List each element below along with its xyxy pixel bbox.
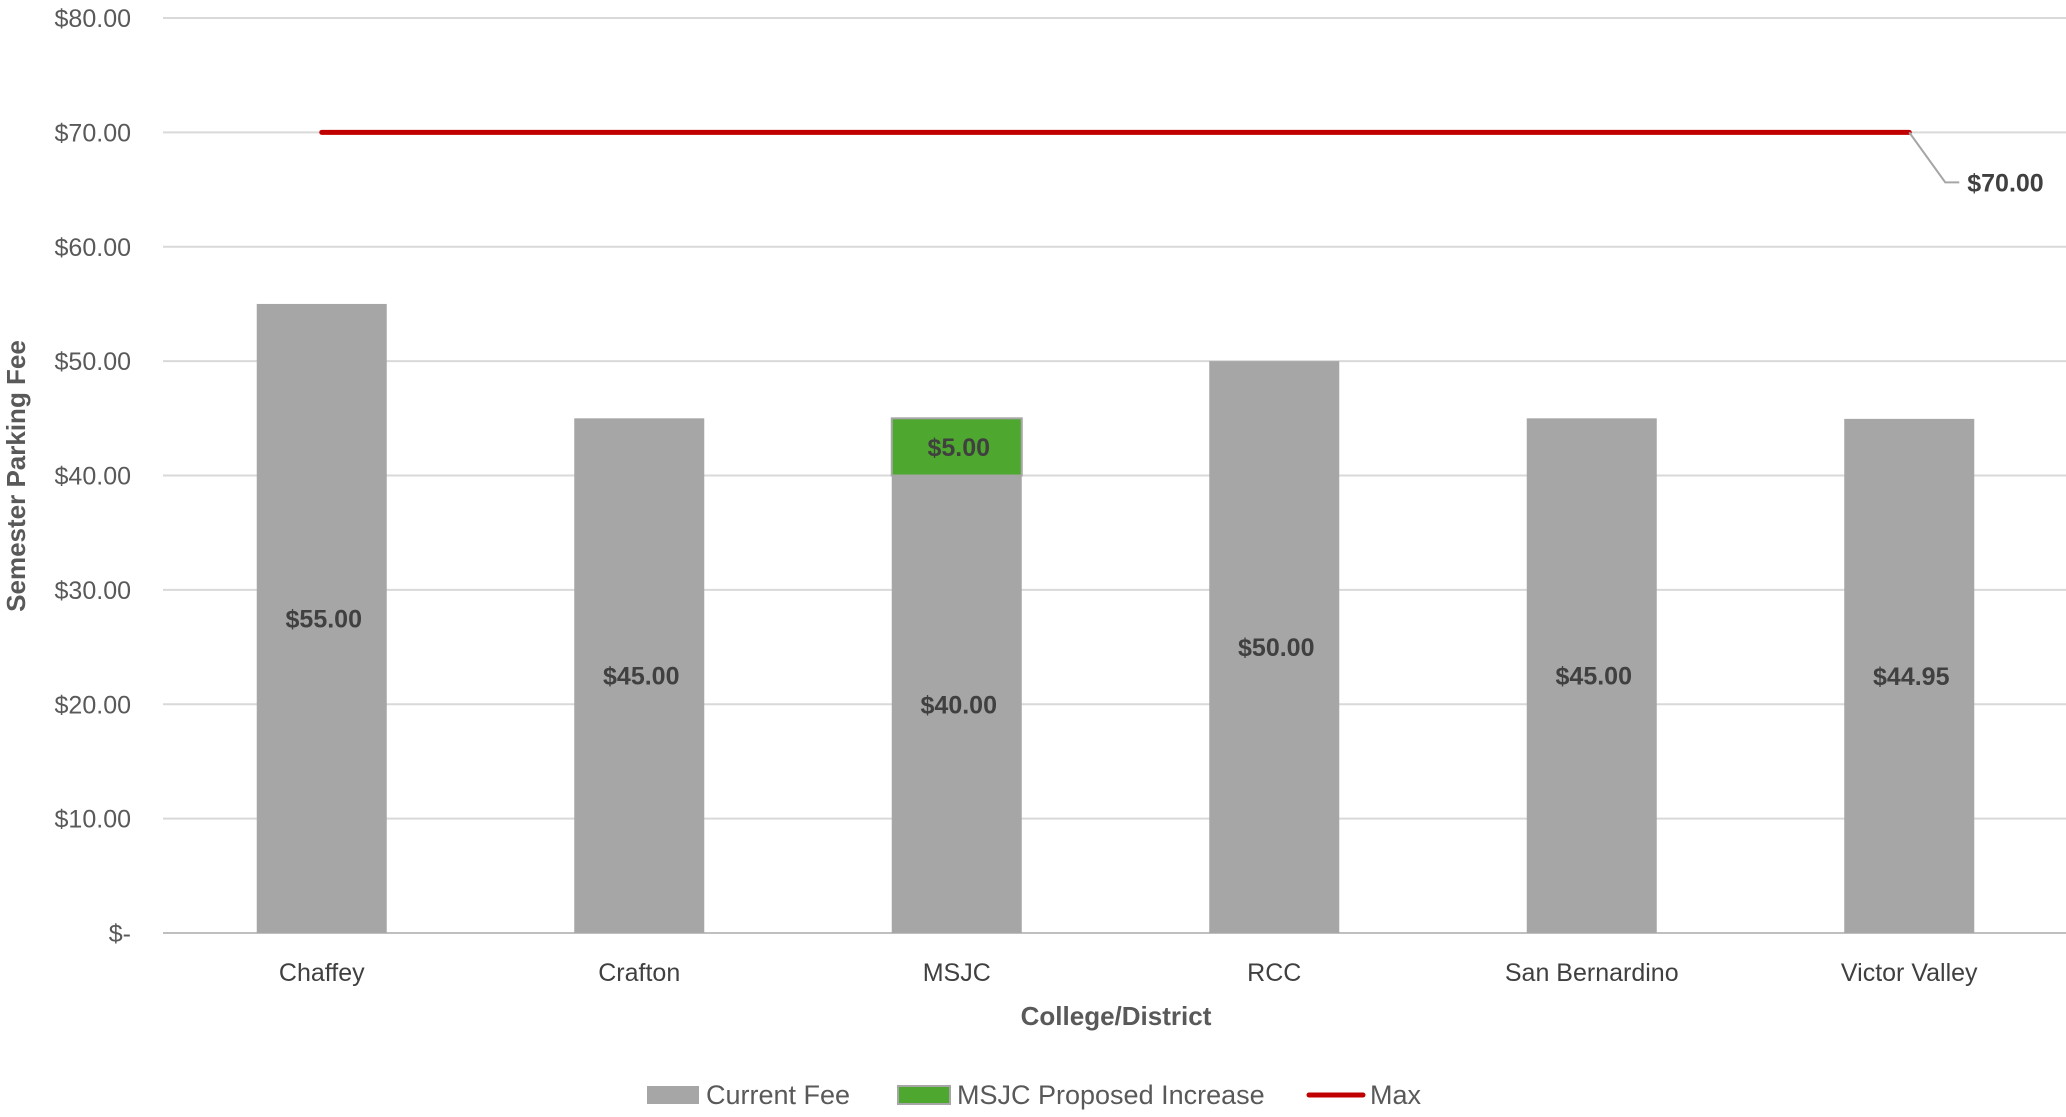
max-line-label: $70.00 <box>1967 169 2043 197</box>
x-category-label: San Bernardino <box>1505 959 1679 987</box>
data-label: $5.00 <box>927 434 990 462</box>
data-label: $55.00 <box>286 605 362 633</box>
y-tick-label: $30.00 <box>55 577 131 605</box>
x-axis-title: College/District <box>1021 1001 1212 1031</box>
max-line-group: $70.00 <box>319 129 2044 197</box>
x-category-label: Crafton <box>598 959 680 987</box>
y-tick-label: $80.00 <box>55 5 131 33</box>
gridlines <box>163 17 2066 934</box>
x-axis-categories: Chaffey Crafton MSJC RCC San Bernardino Victo… <box>279 959 1978 987</box>
y-axis-ticks: $- $10.00 $20.00 $30.00 $40.00 $50.00 $60.00 $7… <box>55 5 131 948</box>
bar-current-fee <box>574 418 705 933</box>
data-label: $45.00 <box>603 663 679 691</box>
x-category-label: Victor Valley <box>1841 959 1978 987</box>
y-tick-label: $- <box>109 920 131 948</box>
x-category-label: Chaffey <box>279 959 365 987</box>
data-label: $44.95 <box>1873 663 1950 691</box>
legend-swatch <box>647 1086 699 1104</box>
legend-label: Max <box>1370 1080 1422 1110</box>
x-category-label: RCC <box>1247 959 1301 987</box>
y-tick-label: $60.00 <box>55 234 131 262</box>
bar-current-fee <box>1209 361 1340 933</box>
legend-label: MSJC Proposed Increase <box>957 1080 1265 1110</box>
y-tick-label: $20.00 <box>55 691 131 719</box>
data-label: $40.00 <box>921 691 997 719</box>
legend-swatch <box>897 1085 951 1105</box>
bar-current-fee <box>891 475 1022 933</box>
bar-msjc-proposed-increase <box>890 417 1023 477</box>
data-label: $50.00 <box>1238 634 1314 662</box>
y-tick-label: $10.00 <box>55 806 131 834</box>
bar-current-fee <box>1844 418 1975 933</box>
y-tick-label: $50.00 <box>55 348 131 376</box>
y-tick-label: $70.00 <box>55 119 131 147</box>
bar-current-fee <box>256 303 387 933</box>
y-axis-title: Semester Parking Fee <box>1 340 31 612</box>
data-label: $45.00 <box>1556 663 1632 691</box>
x-category-label: MSJC <box>923 959 991 987</box>
bars: $55.00 $45.00 $40.00 $5.00 $50.00 $45.00 $44.9… <box>256 303 1975 933</box>
legend-label: Current Fee <box>706 1080 850 1110</box>
max-label-leader <box>1908 131 1960 184</box>
bar-current-fee <box>1526 418 1657 933</box>
legend: Current Fee MSJC Proposed Increase Max <box>647 1080 1422 1110</box>
y-tick-label: $40.00 <box>55 463 131 491</box>
